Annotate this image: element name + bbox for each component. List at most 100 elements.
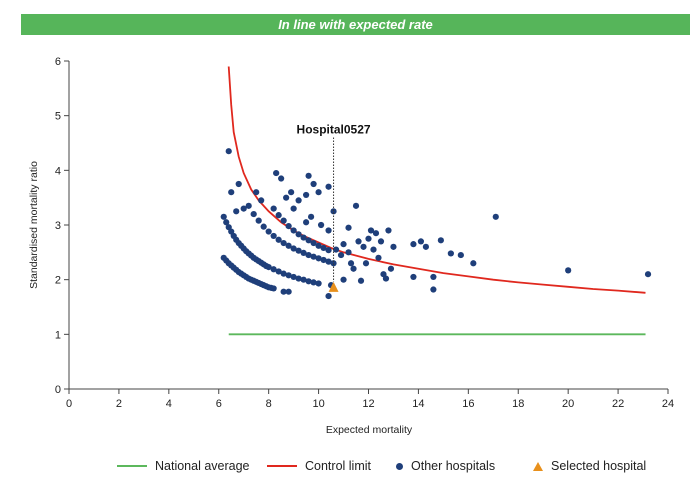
national-average-swatch bbox=[117, 465, 147, 467]
hospital-point bbox=[270, 205, 277, 212]
hospital-point bbox=[307, 213, 315, 220]
hospital-point bbox=[315, 255, 322, 262]
selected-hospital-swatch bbox=[533, 461, 543, 471]
hospital-point bbox=[457, 251, 464, 259]
hospital-point bbox=[290, 245, 297, 252]
x-tick-label: 20 bbox=[562, 398, 574, 410]
hospital-point bbox=[280, 270, 287, 277]
y-tick-label: 0 bbox=[55, 384, 61, 396]
hospital-point bbox=[228, 189, 235, 196]
hospital-point bbox=[273, 169, 280, 177]
hospital-point bbox=[275, 268, 282, 275]
hospital-point bbox=[310, 279, 317, 286]
x-tick-label: 2 bbox=[116, 398, 122, 410]
hospital-point bbox=[280, 217, 287, 224]
hospital-point bbox=[290, 273, 297, 281]
legend-label: Control limit bbox=[305, 459, 371, 473]
hospital-point bbox=[357, 277, 365, 284]
hospital-point bbox=[260, 223, 267, 230]
hospital-point bbox=[270, 266, 277, 273]
hospital-point bbox=[430, 273, 437, 281]
hospital-point bbox=[382, 275, 390, 282]
hospital-point bbox=[375, 254, 382, 261]
hospital-point bbox=[300, 249, 307, 256]
hospital-point bbox=[285, 288, 292, 295]
hospital-point bbox=[352, 202, 360, 209]
hospital-point bbox=[315, 280, 322, 287]
y-tick-label: 4 bbox=[55, 165, 61, 177]
hospital-point bbox=[250, 210, 257, 218]
hospital-point bbox=[310, 239, 317, 247]
hospital-point bbox=[370, 246, 377, 253]
hospital-point bbox=[278, 175, 285, 182]
hospital-point bbox=[270, 232, 277, 240]
hospital-point bbox=[345, 224, 352, 231]
hospital-point bbox=[325, 247, 332, 254]
legend-item-control-limit[interactable]: Control limit bbox=[267, 459, 371, 473]
hospital-point bbox=[325, 227, 332, 234]
hospital-point bbox=[305, 251, 312, 259]
x-tick-label: 22 bbox=[612, 398, 624, 410]
hospital-point bbox=[300, 276, 307, 283]
hospital-point bbox=[295, 275, 302, 282]
y-tick-label: 6 bbox=[55, 56, 61, 68]
hospital-point bbox=[280, 239, 287, 247]
x-tick-label: 12 bbox=[362, 398, 374, 410]
hospital-point bbox=[345, 249, 352, 256]
hospital-point bbox=[275, 236, 282, 243]
hospital-point bbox=[288, 189, 295, 196]
y-tick-label: 1 bbox=[55, 329, 61, 341]
hospital-point bbox=[235, 180, 242, 188]
x-axis-label: Expected mortality bbox=[326, 424, 413, 436]
legend-label: National average bbox=[155, 459, 250, 473]
hospital-point bbox=[325, 183, 332, 190]
hospital-point bbox=[280, 288, 287, 295]
hospital-point bbox=[320, 256, 327, 264]
status-banner: In line with expected rate bbox=[21, 14, 690, 35]
control-limit-series bbox=[227, 66, 646, 294]
legend-item-national-average[interactable]: National average bbox=[117, 459, 250, 473]
hospital-point bbox=[340, 276, 347, 283]
x-tick-label: 10 bbox=[312, 398, 324, 410]
control-limit-line bbox=[227, 66, 646, 294]
hospital-point bbox=[372, 230, 380, 237]
hospital-point bbox=[305, 237, 312, 244]
control-limit-swatch bbox=[267, 465, 297, 467]
x-tick-label: 16 bbox=[462, 398, 474, 410]
hospital-point bbox=[255, 217, 262, 224]
selected-hospital-label: Hospital0527 bbox=[297, 123, 371, 137]
hospital-point bbox=[265, 263, 272, 271]
hospital-point bbox=[295, 231, 302, 238]
legend-item-selected-hospital[interactable]: Selected hospital bbox=[533, 459, 646, 473]
hospital-point bbox=[367, 227, 375, 234]
hospital-point bbox=[315, 242, 322, 249]
hospital-point bbox=[470, 260, 477, 267]
hospital-point bbox=[360, 243, 367, 250]
hospital-point bbox=[270, 285, 277, 292]
hospital-point bbox=[275, 212, 282, 219]
legend-label: Selected hospital bbox=[551, 459, 647, 473]
hospital-point bbox=[492, 213, 499, 220]
hospital-point bbox=[385, 227, 392, 234]
hospital-point bbox=[283, 194, 290, 201]
other-hospitals-series bbox=[220, 148, 652, 300]
y-tick-label: 2 bbox=[55, 275, 61, 287]
y-axis-label: Standardised mortality ratio bbox=[28, 161, 40, 289]
x-tick-label: 14 bbox=[412, 398, 424, 410]
hospital-point bbox=[315, 189, 322, 196]
hospital-point bbox=[422, 243, 430, 250]
legend: National average Control limit Other hos… bbox=[0, 459, 700, 477]
hospital-point bbox=[325, 258, 332, 265]
hospital-point bbox=[310, 253, 317, 260]
legend-item-other-hospitals[interactable]: Other hospitals bbox=[396, 459, 495, 473]
selected-hospital-point bbox=[328, 281, 339, 292]
other-hospitals-swatch bbox=[396, 462, 403, 470]
hospital-point bbox=[265, 228, 272, 235]
hospital-point bbox=[447, 250, 454, 257]
hospital-point bbox=[223, 219, 230, 226]
hospital-point bbox=[565, 267, 572, 274]
hospital-point bbox=[320, 244, 327, 252]
hospital-point bbox=[295, 197, 302, 204]
hospital-point bbox=[365, 235, 372, 242]
